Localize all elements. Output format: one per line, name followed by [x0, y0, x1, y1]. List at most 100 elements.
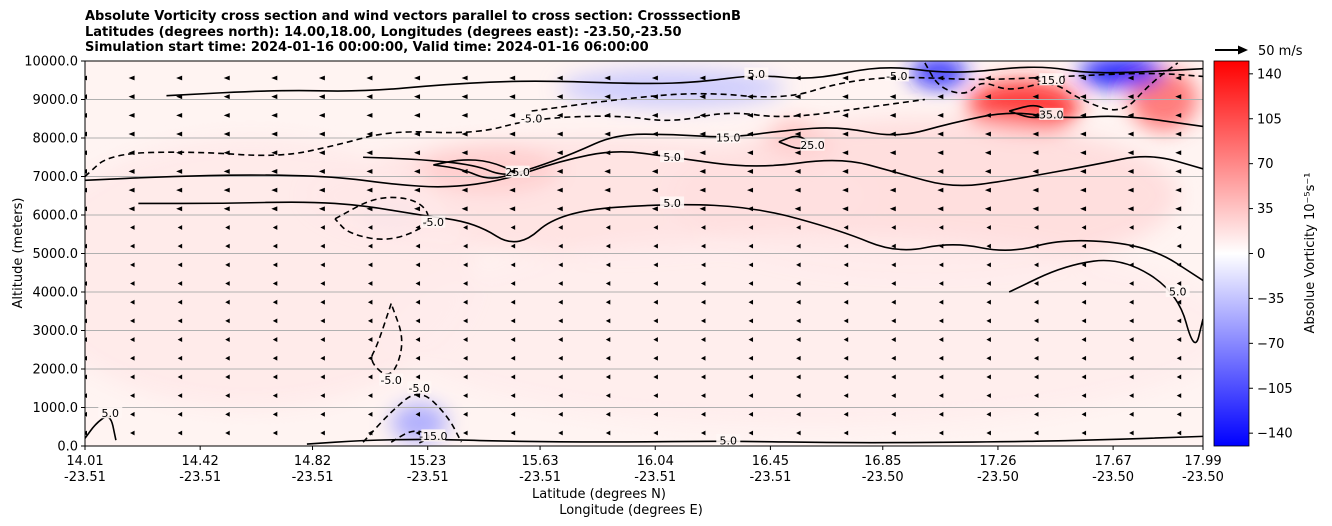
wind-vector [842, 131, 849, 137]
wind-vector [604, 150, 611, 156]
wind-vector [556, 131, 563, 137]
contour-label: 5.0 [720, 434, 738, 447]
x-tick-label-lon: -23.50 [977, 470, 1019, 485]
wind-vector [415, 262, 421, 268]
wind-vector [1033, 243, 1039, 249]
wind-vector [1127, 131, 1134, 137]
wind-vector [889, 112, 896, 118]
wind-vector [796, 243, 801, 249]
wind-vector [510, 393, 516, 399]
wind-vector [748, 318, 754, 324]
wind-vector [891, 243, 896, 249]
wind-vector [510, 411, 516, 417]
x-tick-label-lat: 15.63 [521, 454, 558, 469]
wind-vector [176, 94, 183, 100]
wind-vector [843, 430, 849, 436]
wind-vector [937, 169, 944, 174]
wind-vector [415, 355, 421, 361]
wind-vector [85, 150, 87, 156]
wind-vector [699, 206, 706, 212]
contour-line [138, 201, 1203, 282]
x-axis-label-line-2: Longitude (degrees E) [559, 503, 703, 518]
contour-label-bg [800, 138, 825, 151]
wind-vector [843, 355, 849, 361]
wind-vector [366, 94, 373, 100]
wind-vector [556, 112, 563, 118]
wind-vector [796, 411, 801, 417]
wind-vector [747, 150, 754, 156]
wind-vector [509, 112, 516, 118]
wind-vector [1176, 243, 1182, 249]
wind-vector [1176, 411, 1182, 417]
wind-vector [271, 131, 278, 137]
wind-vector [223, 206, 230, 212]
x-tick-label-lon: -23.51 [292, 470, 334, 485]
wind-vector [461, 150, 468, 156]
wind-vector [177, 355, 183, 361]
wind-vector [651, 169, 658, 174]
wind-vector [605, 243, 611, 249]
wind-vector [699, 112, 706, 118]
wind-vector [556, 75, 563, 81]
wind-vector [1176, 355, 1182, 361]
contour-label-bg [716, 131, 741, 143]
wind-vector [1081, 299, 1087, 305]
wind-vector [558, 411, 563, 417]
wind-vector [1127, 94, 1134, 100]
x-tick-label-lat: 16.04 [637, 454, 674, 469]
wind-vector [463, 262, 468, 268]
wind-vector [891, 355, 896, 361]
wind-vector [130, 337, 135, 342]
wind-vector [556, 94, 563, 100]
wind-vector [794, 169, 801, 174]
wind-vector [177, 225, 183, 230]
wind-vector [842, 112, 849, 118]
wind-vector [1081, 393, 1087, 399]
wind-vector [318, 75, 325, 81]
contour-label: 5.0 [663, 197, 681, 210]
wind-vector [653, 243, 658, 249]
wind-vector [794, 94, 801, 100]
wind-vector [1081, 355, 1087, 361]
wind-vector [843, 281, 849, 286]
wind-vector [1033, 411, 1039, 417]
y-tick-label: 3000.0 [33, 324, 79, 339]
wind-vector [700, 262, 706, 268]
wind-vector [651, 112, 658, 118]
contour-label: 35.0 [1039, 108, 1064, 121]
x-tick-label-lat: 17.67 [1095, 454, 1132, 469]
contour-label: -5.0 [423, 216, 444, 229]
x-tick-label-lat: 15.23 [409, 454, 446, 469]
wind-vector [510, 281, 516, 286]
wind-vector [653, 318, 658, 324]
wind-vector [223, 187, 230, 193]
wind-vector [366, 206, 373, 212]
wind-vector [891, 337, 896, 342]
wind-vector [463, 430, 468, 436]
wind-vector [225, 318, 230, 324]
wind-vector [414, 112, 421, 118]
x-tick-label-lon: -23.51 [519, 470, 561, 485]
wind-vector [177, 393, 183, 399]
contour-label-bg [1039, 73, 1064, 86]
wind-vector [986, 299, 991, 305]
wind-vector [1176, 262, 1182, 268]
wind-vector [271, 206, 278, 212]
wind-vector [651, 94, 658, 100]
wind-vector [509, 75, 516, 81]
wind-vector [320, 299, 325, 305]
wind-vector [461, 75, 468, 81]
wind-vector [1080, 112, 1087, 118]
wind-vector [843, 393, 849, 399]
wind-vector [605, 393, 611, 399]
wind-vector [509, 131, 516, 137]
quiver-key: 50 m/s [1215, 44, 1303, 59]
wind-vector [558, 225, 563, 230]
wind-vector [1129, 299, 1134, 305]
wind-vector [320, 318, 325, 324]
wind-vector [223, 131, 230, 137]
wind-vector [891, 318, 896, 324]
wind-vector [1080, 206, 1087, 212]
wind-vector [699, 131, 706, 137]
